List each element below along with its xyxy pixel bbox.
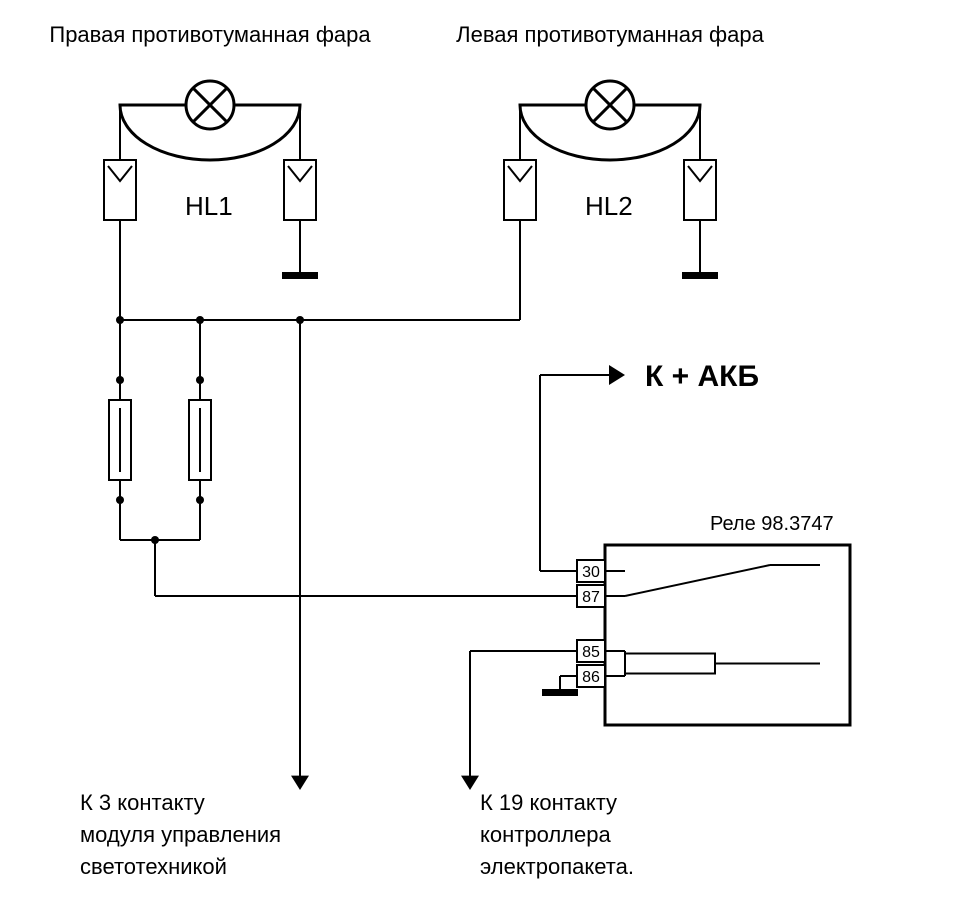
note-left-2: модуля управления: [80, 822, 281, 847]
label-hl1: HL1: [185, 191, 233, 221]
label-relay: Реле 98.3747: [710, 513, 834, 535]
label-akbl: К + АКБ: [645, 360, 759, 393]
note-right-2: контроллера: [480, 822, 611, 847]
pin-30: 30: [582, 564, 600, 581]
note-right-1: К 19 контакту: [480, 790, 617, 815]
label-hl2: HL2: [585, 191, 633, 221]
label-right-fog: Правая противотуманная фара: [49, 22, 371, 47]
label-left-fog: Левая противотуманная фара: [456, 22, 764, 47]
note-left-1: К 3 контакту: [80, 790, 205, 815]
pin-85: 85: [582, 644, 600, 661]
note-right-3: электропакета.: [480, 854, 634, 879]
note-left-3: светотехникой: [80, 854, 227, 879]
pin-87: 87: [582, 589, 600, 606]
pin-86: 86: [582, 669, 600, 686]
